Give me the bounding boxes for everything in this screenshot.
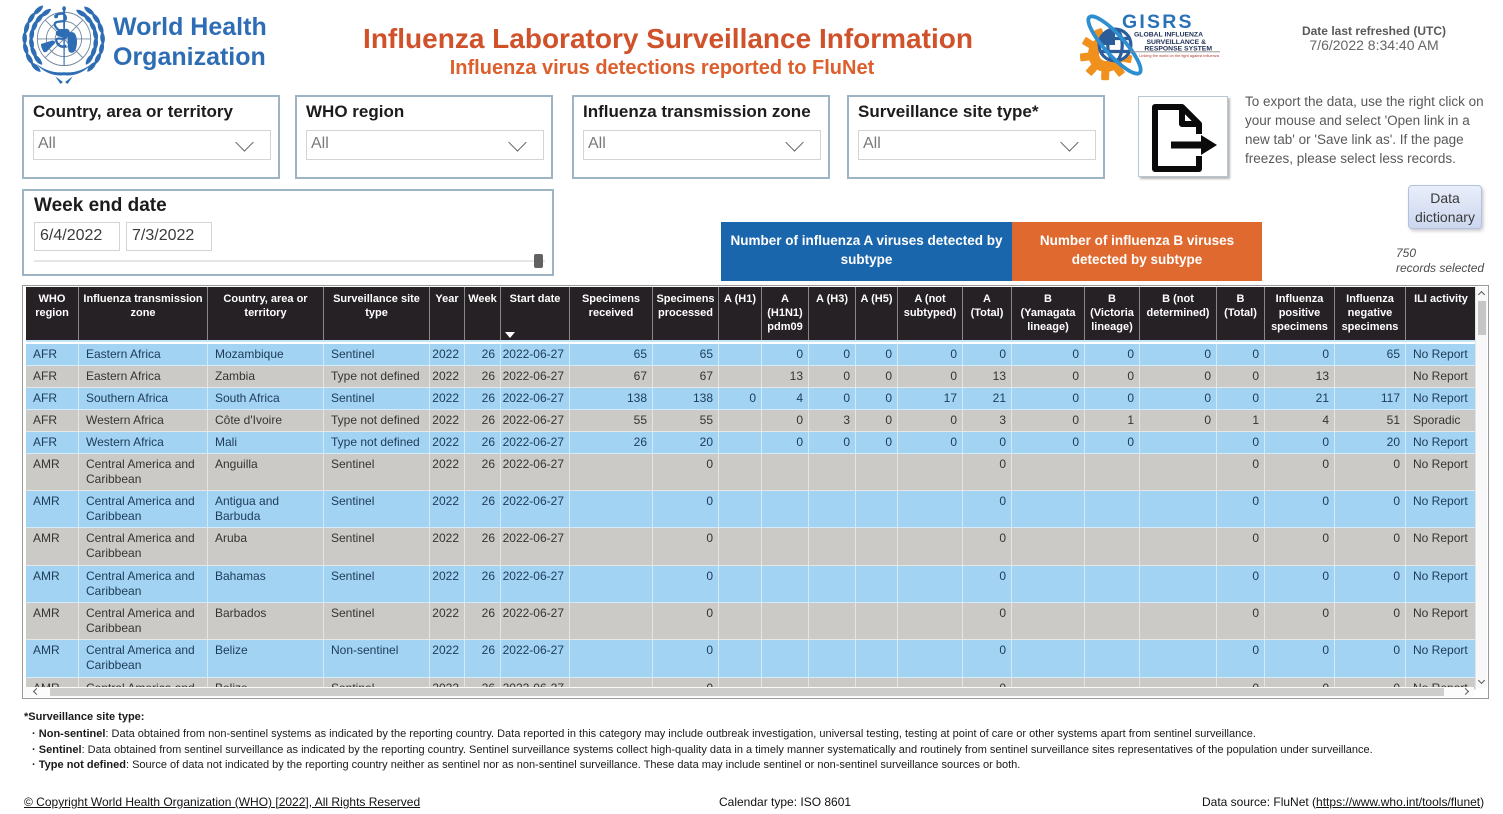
svg-text:SURVEILLANCE &: SURVEILLANCE & bbox=[1146, 39, 1206, 46]
svg-text:GLOBAL INFLUENZA: GLOBAL INFLUENZA bbox=[1134, 32, 1203, 39]
svg-text:RESPONSE SYSTEM: RESPONSE SYSTEM bbox=[1144, 46, 1212, 53]
svg-text:GISRS: GISRS bbox=[1122, 11, 1194, 33]
svg-text:Linking the world on the fight: Linking the world on the fight against i… bbox=[1139, 53, 1220, 58]
